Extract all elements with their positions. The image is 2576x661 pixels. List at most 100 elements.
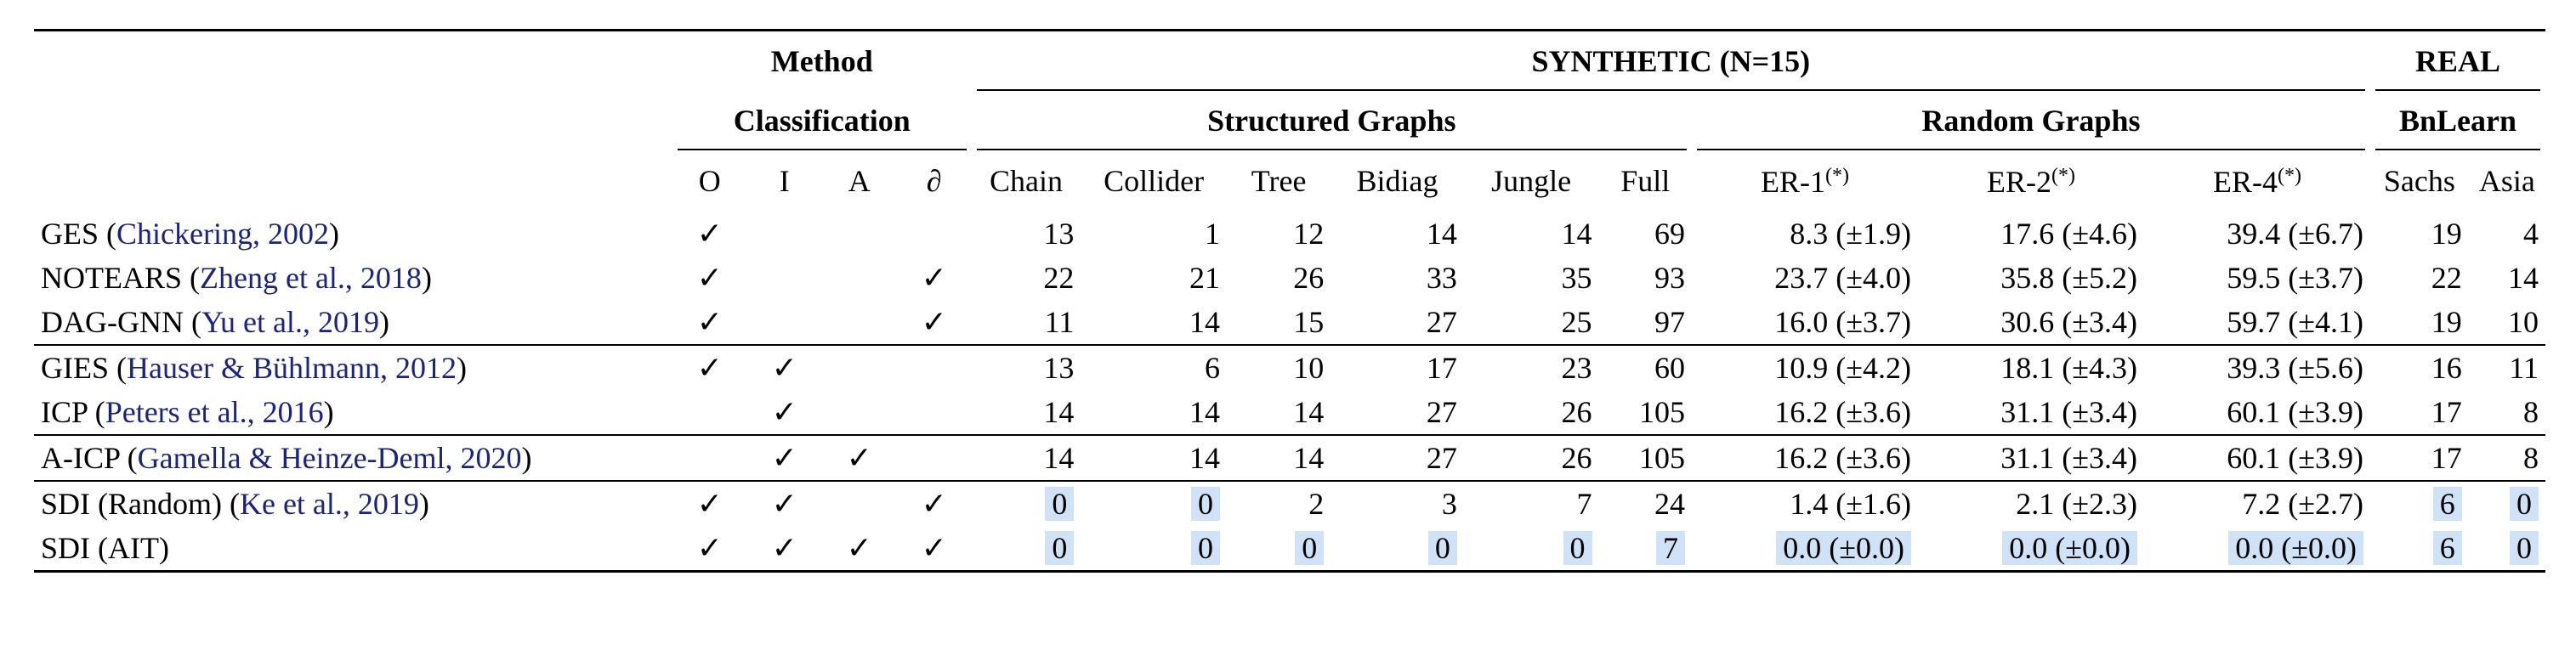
col-header-sachs: Sachs — [2383, 164, 2455, 198]
cell-value: 21 — [1189, 261, 1220, 295]
structured-cell: 14 — [1081, 435, 1227, 481]
col-header-sup: (*) — [1824, 164, 1849, 187]
table-row: SDI (AIT) ✓ ✓ ✓ ✓ 0 0 0 0 0 7 0.0 (±0.0) 0.0 (±0.0) 0… — [34, 526, 2545, 572]
cell-value: 25 — [1561, 305, 1592, 339]
cell-value: 0.0 (±0.0) — [2002, 531, 2137, 565]
checkmark-icon: ✓ — [771, 441, 797, 475]
structured-cell: 22 — [972, 256, 1081, 300]
cell-value: 22 — [1043, 261, 1075, 295]
cell-value: 27 — [1426, 441, 1457, 475]
real-cell: 8 — [2469, 390, 2545, 435]
col-header-cls-3: ∂ — [926, 164, 942, 198]
real-cell: 22 — [2370, 256, 2469, 300]
citation-link[interactable]: Ke et al., 2019 — [239, 487, 419, 521]
cell-value: 12 — [1293, 217, 1325, 251]
cell-value: 4 — [2523, 217, 2539, 251]
table-row: NOTEARS (Zheng et al., 2018) ✓ ✓ 22 21 26 33 35… — [34, 256, 2545, 300]
checkmark-icon — [897, 345, 972, 390]
citation-link[interactable]: Chickering, 2002 — [116, 217, 329, 251]
cell-value: 1 — [1204, 217, 1220, 251]
structured-graphs-header: Structured Graphs — [972, 91, 1692, 150]
method-header-line1: Method — [770, 44, 873, 78]
method-label: GIES ( — [41, 351, 127, 385]
cell-value: 11 — [1044, 305, 1075, 339]
cell-value: 7 — [1576, 487, 1592, 521]
method-name: SDI (Random) (Ke et al., 2019) — [34, 481, 672, 526]
structured-cell: 0 — [1081, 526, 1227, 572]
cell-value: 14 — [1189, 441, 1220, 475]
citation-link[interactable]: Gamella & Heinze-Deml, 2020 — [137, 441, 522, 475]
checkmark-icon — [822, 300, 897, 345]
real-cell: 17 — [2370, 390, 2469, 435]
cell-value: 0 — [2510, 487, 2539, 521]
structured-cell: 0 — [972, 481, 1081, 526]
cell-value: 14 — [2508, 261, 2539, 295]
structured-cell: 26 — [1464, 435, 1599, 481]
cell-value: 17 — [2431, 395, 2462, 429]
method-name: GES (Chickering, 2002) — [34, 212, 672, 256]
structured-cell: 0 — [1464, 526, 1599, 572]
method-label: SDI (AIT) — [41, 531, 169, 565]
structured-cell: 14 — [1227, 435, 1331, 481]
method-name: ICP (Peters et al., 2016) — [34, 390, 672, 435]
cell-value: 10 — [2508, 305, 2539, 339]
random-cell: 16.2 (±3.6) — [1692, 390, 1918, 435]
method-label: ICP ( — [41, 395, 105, 429]
random-cell: 2.1 (±2.3) — [1918, 481, 2144, 526]
table-row: DAG-GNN (Yu et al., 2019) ✓ ✓ 11 14 15 27 25 97 1… — [34, 300, 2545, 345]
structured-cell: 1 — [1081, 212, 1227, 256]
checkmark-icon — [822, 345, 897, 390]
cell-value: 26 — [1561, 441, 1592, 475]
structured-cell: 27 — [1331, 300, 1464, 345]
cell-value: 0 — [1045, 531, 1075, 565]
cell-value: 16.2 (±3.6) — [1774, 441, 1911, 475]
random-cell: 59.5 (±3.7) — [2144, 256, 2370, 300]
cell-value: 10.9 (±4.2) — [1774, 351, 1911, 385]
checkmark-icon — [897, 435, 972, 481]
random-cell: 16.2 (±3.6) — [1692, 435, 1918, 481]
cell-value: 7 — [1655, 531, 1685, 565]
structured-cell: 26 — [1464, 390, 1599, 435]
cell-value: 105 — [1638, 395, 1685, 429]
cell-value: 39.4 (±6.7) — [2227, 217, 2363, 251]
cell-value: 27 — [1426, 305, 1457, 339]
cell-value: 59.7 (±4.1) — [2227, 305, 2363, 339]
checkmark-icon — [747, 212, 822, 256]
structured-cell: 14 — [972, 435, 1081, 481]
real-cell: 14 — [2469, 256, 2545, 300]
cell-value: 60.1 (±3.9) — [2227, 441, 2363, 475]
cell-value: 13 — [1043, 351, 1075, 385]
method-label-close: ) — [421, 261, 432, 295]
table-header: Method SYNTHETIC (N=15) REAL Classificat… — [34, 30, 2545, 212]
method-label-close: ) — [328, 217, 339, 251]
method-label-close: ) — [521, 441, 532, 475]
cell-value: 15 — [1293, 305, 1325, 339]
random-cell: 0.0 (±0.0) — [1918, 526, 2144, 572]
checkmark-icon: ✓ — [696, 351, 723, 385]
checkmark-icon: ✓ — [771, 531, 797, 565]
column-header-spacer — [34, 150, 672, 212]
real-cell: 19 — [2370, 212, 2469, 256]
cell-value: 0 — [1295, 531, 1325, 565]
citation-link[interactable]: Yu et al., 2019 — [201, 305, 379, 339]
random-cell: 7.2 (±2.7) — [2144, 481, 2370, 526]
structured-cell: 23 — [1464, 345, 1599, 390]
col-header-full: Full — [1620, 164, 1671, 198]
cell-value: 0 — [2510, 531, 2539, 565]
cell-value: 22 — [2431, 261, 2462, 295]
citation-link[interactable]: Zheng et al., 2018 — [200, 261, 422, 295]
cell-value: 23.7 (±4.0) — [1774, 261, 1911, 295]
cell-value: 14 — [1189, 305, 1220, 339]
col-header-sup: (*) — [2051, 164, 2075, 187]
random-cell: 18.1 (±4.3) — [1918, 345, 2144, 390]
cell-value: 39.3 (±5.6) — [2227, 351, 2363, 385]
structured-cell: 13 — [972, 212, 1081, 256]
citation-link[interactable]: Hauser & Bühlmann, 2012 — [127, 351, 457, 385]
real-cell: 11 — [2469, 345, 2545, 390]
cell-value: 14 — [1043, 395, 1075, 429]
citation-link[interactable]: Peters et al., 2016 — [105, 395, 324, 429]
structured-cell: 105 — [1599, 435, 1692, 481]
results-table: Method SYNTHETIC (N=15) REAL Classificat… — [34, 29, 2545, 573]
real-cell: 17 — [2370, 435, 2469, 481]
cell-value: 8 — [2523, 395, 2539, 429]
